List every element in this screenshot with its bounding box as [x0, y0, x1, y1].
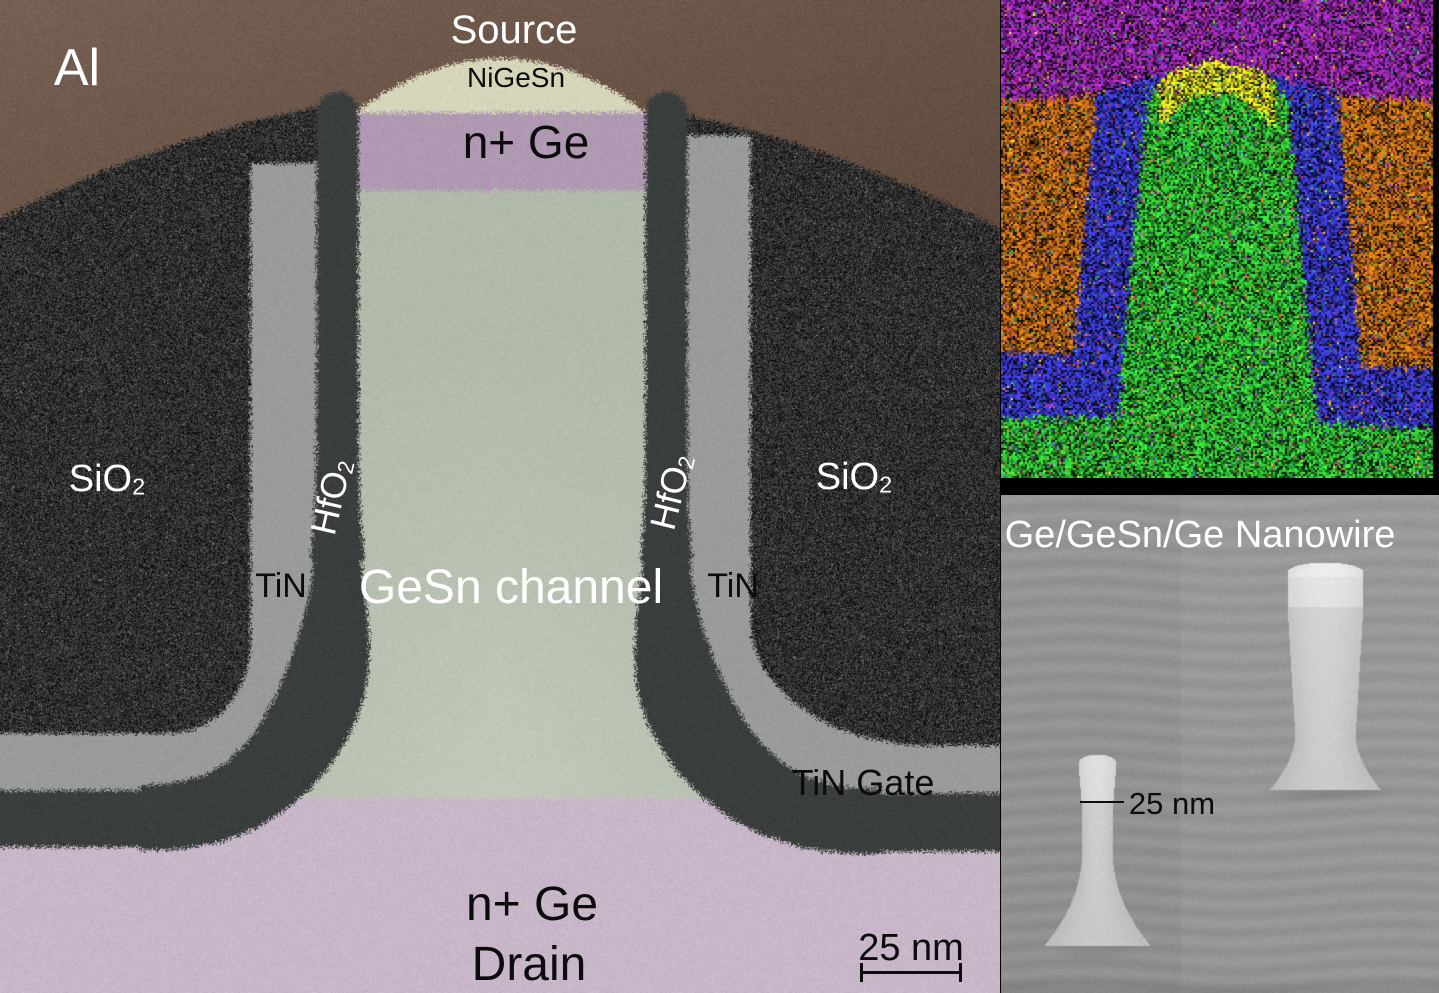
sem-scale-pointer-line	[1080, 801, 1124, 803]
drain-label: Drain	[472, 941, 587, 989]
n-plus-ge-drain-label: n+ Ge	[466, 881, 598, 929]
edx-elemental-map-image	[1001, 0, 1439, 478]
sem-nanowire-image	[1001, 495, 1439, 993]
tin-right-label: TiN	[707, 569, 759, 603]
sio2-left-main: SiO	[69, 458, 132, 500]
n-plus-ge-source-label: n+ Ge	[463, 119, 590, 165]
source-label: Source	[451, 10, 578, 50]
nigesn-label: NiGeSn	[467, 64, 565, 92]
sio2-right-label: SiO2	[816, 458, 892, 497]
tem-scale-bar-right-cap	[959, 963, 962, 982]
tem-scale-label: 25 nm	[858, 929, 964, 967]
sio2-right-main: SiO	[816, 456, 879, 498]
al-region-label: Al	[54, 42, 100, 94]
sio2-right-sub: 2	[879, 471, 892, 497]
sio2-left-label: SiO2	[69, 460, 145, 499]
sio2-left-sub: 2	[132, 473, 145, 499]
tem-scale-bar	[860, 971, 962, 974]
sem-scale-label: 25 nm	[1129, 788, 1215, 819]
sem-panel-title: Ge/GeSn/Ge Nanowire	[1005, 516, 1396, 554]
tem-scale-bar-left-cap	[860, 963, 863, 982]
tin-gate-label: TiN Gate	[792, 765, 935, 801]
gesn-channel-label: GeSn channel	[359, 564, 663, 612]
figure-root: Al Source NiGeSn n+ Ge SiO2 SiO2 HfO2 Hf…	[0, 0, 1439, 993]
tin-left-label: TiN	[255, 569, 307, 603]
